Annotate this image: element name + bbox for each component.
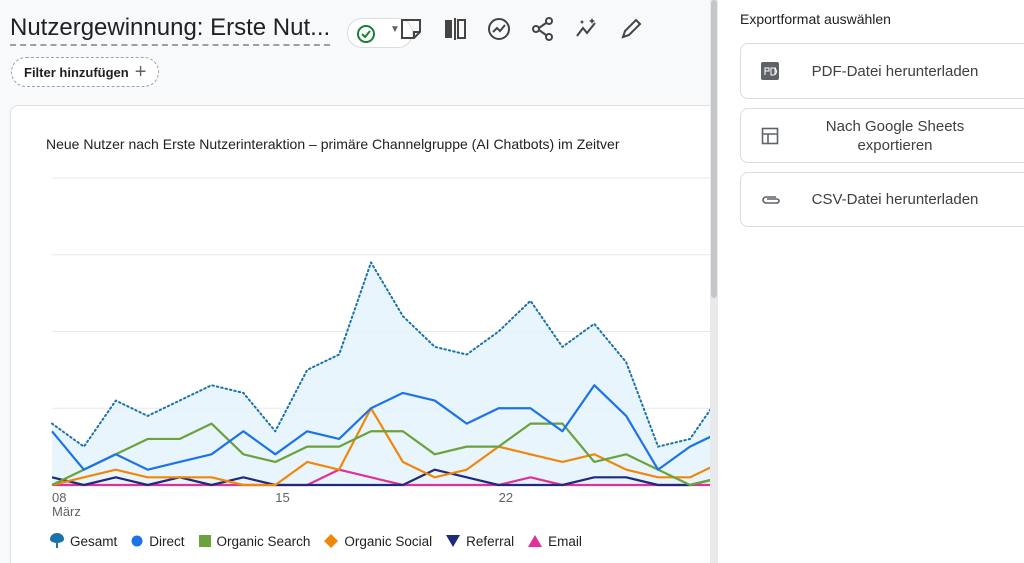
pdf-download-label: PDF-Datei herunterladen [811, 62, 979, 80]
triangle-down-marker-icon [446, 535, 461, 547]
series-line-organic-social [51, 407, 710, 487]
csv-download-button[interactable]: CSV-Datei herunterladen [740, 172, 1024, 227]
chart-legend: Gesamt Direct Organic Search Organic Social… [50, 533, 582, 549]
legend-item[interactable]: Email [528, 533, 582, 549]
series-area-gesamt [52, 262, 710, 485]
series-line-gesamt [51, 261, 710, 448]
chevron-down-icon: ▼ [390, 24, 400, 35]
compare-icon[interactable] [442, 16, 468, 42]
legend-label: Organic Social [344, 533, 433, 549]
legend-label: Referral [466, 533, 515, 549]
csv-download-label: CSV-Datei herunterladen [811, 191, 979, 208]
plus-icon: + [134, 60, 147, 83]
sheets-icon [761, 127, 779, 144]
insights-icon[interactable] [486, 16, 512, 42]
x-tick-sublabel: März [52, 504, 81, 519]
series-line-referral [51, 468, 710, 487]
export-panel: Exportformat auswählen PDF-Datei herunte… [718, 0, 1024, 563]
check-circle-icon [357, 25, 375, 43]
legend-label: Email [548, 533, 582, 549]
chart-title: Neue Nutzer nach Erste Nutzerinteraktion… [46, 136, 620, 152]
report-title[interactable]: Nutzergewinnung: Erste Nut... [10, 14, 331, 46]
line-chart: 08März152229 [51, 177, 710, 519]
pdf-icon [761, 62, 779, 80]
x-tick-label: 22 [499, 490, 513, 505]
legend-label: Direct [149, 533, 185, 549]
square-marker-icon [198, 535, 211, 547]
scrollbar-thumb[interactable] [711, 0, 717, 298]
ai-sparkle-icon[interactable] [574, 16, 600, 42]
circle-marker-icon [131, 535, 143, 547]
x-tick-label: 15 [275, 490, 289, 505]
triangle-up-marker-icon [528, 535, 543, 547]
export-panel-title: Exportformat auswählen [740, 11, 891, 27]
legend-item[interactable]: Direct [131, 533, 185, 549]
note-icon[interactable] [398, 16, 424, 42]
add-filter-button[interactable]: Filter hinzufügen + [11, 57, 160, 87]
legend-item[interactable]: Referral [446, 533, 514, 549]
series-line-email [52, 468, 710, 487]
legend-item[interactable]: Organic Search [198, 533, 311, 549]
scrollbar[interactable] [710, 0, 718, 563]
sheets-export-button[interactable]: Nach Google Sheets exportieren [740, 108, 1024, 163]
legend-item[interactable]: Gesamt [50, 533, 117, 549]
diamond-marker-icon [324, 534, 339, 548]
add-filter-label: Filter hinzufügen [24, 64, 129, 80]
edit-icon[interactable] [618, 16, 644, 42]
attachment-icon [762, 195, 780, 204]
sheets-export-label: Nach Google Sheets exportieren [825, 117, 965, 154]
share-icon[interactable] [530, 16, 556, 42]
pdf-download-button[interactable]: PDF-Datei herunterladen [740, 43, 1024, 99]
area-marker-icon [50, 533, 64, 549]
legend-label: Organic Search [216, 533, 311, 549]
report-area: Nutzergewinnung: Erste Nut... ▼ Filter h… [10, 14, 710, 563]
legend-label: Gesamt [70, 533, 118, 549]
series-line-organic-search [51, 422, 710, 487]
x-tick-label: 08 [52, 490, 66, 505]
series-line-direct [51, 384, 710, 471]
legend-item[interactable]: Organic Social [324, 533, 432, 549]
